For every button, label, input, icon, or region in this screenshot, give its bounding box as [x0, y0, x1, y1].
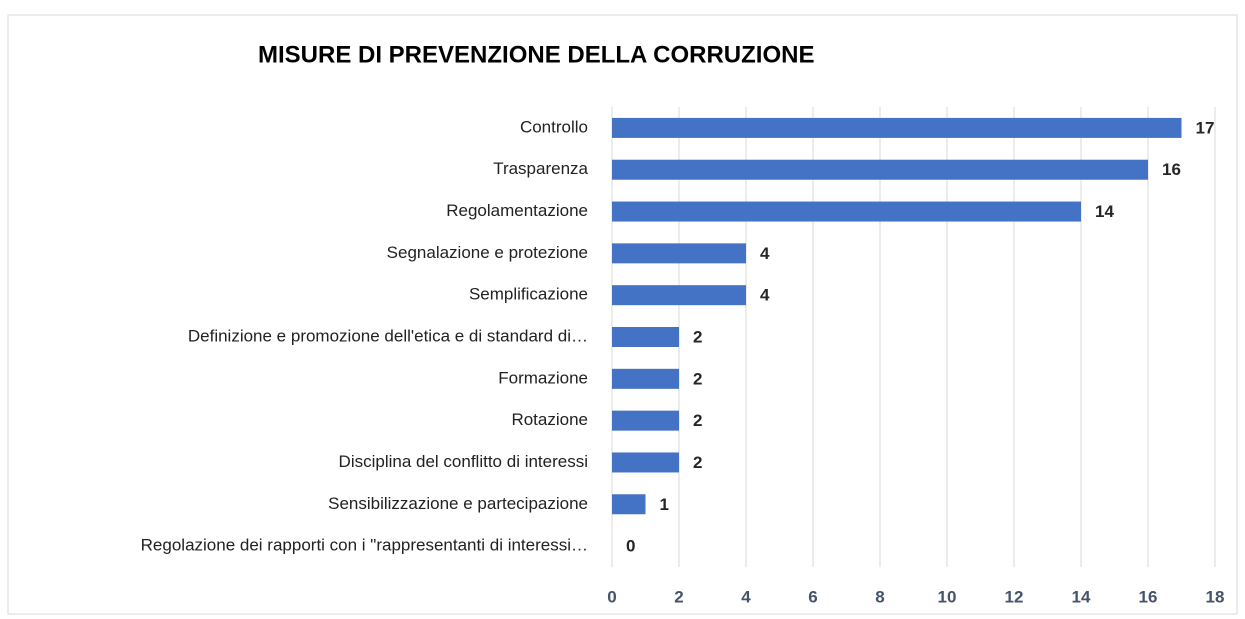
value-label: 2 [693, 411, 702, 430]
value-label: 2 [693, 369, 702, 388]
bar [612, 159, 1148, 180]
x-tick-label: 8 [875, 587, 884, 606]
y-tick-label: Semplificazione [469, 285, 588, 304]
y-tick-label: Regolazione dei rapporti con i "rapprese… [141, 536, 588, 555]
x-tick-label: 12 [1005, 587, 1024, 606]
y-tick-label: Regolamentazione [446, 201, 588, 220]
x-tick-label: 14 [1072, 587, 1091, 606]
bar [612, 410, 679, 431]
y-tick-label: Definizione e promozione dell'etica e di… [188, 326, 588, 345]
value-label: 2 [693, 453, 702, 472]
value-label: 2 [693, 327, 702, 346]
y-tick-label: Disciplina del conflitto di interessi [339, 452, 588, 471]
value-label: 4 [760, 244, 770, 263]
x-tick-label: 10 [938, 587, 957, 606]
x-tick-label: 2 [674, 587, 683, 606]
y-tick-label: Controllo [520, 117, 588, 136]
value-label: 4 [760, 286, 770, 305]
y-tick-label: Trasparenza [493, 159, 588, 178]
chart-border [7, 14, 1238, 615]
bar [612, 452, 679, 473]
value-label: 16 [1162, 160, 1181, 179]
y-tick-label: Formazione [498, 368, 588, 387]
chart-title: MISURE DI PREVENZIONE DELLA CORRUZIONE [258, 41, 814, 68]
value-label: 1 [660, 495, 669, 514]
bar [612, 285, 746, 306]
y-tick-label: Rotazione [511, 410, 588, 429]
value-label: 17 [1196, 118, 1215, 137]
bar [612, 368, 679, 389]
value-label: 0 [626, 537, 635, 556]
bar [612, 201, 1081, 222]
y-tick-label: Sensibilizzazione e partecipazione [328, 494, 588, 513]
value-label: 14 [1095, 202, 1114, 221]
x-tick-label: 16 [1139, 587, 1158, 606]
bar [612, 117, 1182, 138]
y-tick-label: Segnalazione e protezione [387, 243, 588, 262]
x-tick-label: 18 [1206, 587, 1225, 606]
bar [612, 494, 646, 515]
x-tick-label: 0 [607, 587, 616, 606]
bar [612, 327, 679, 347]
x-tick-label: 6 [808, 587, 817, 606]
x-tick-label: 4 [741, 587, 751, 606]
bar [612, 243, 746, 264]
